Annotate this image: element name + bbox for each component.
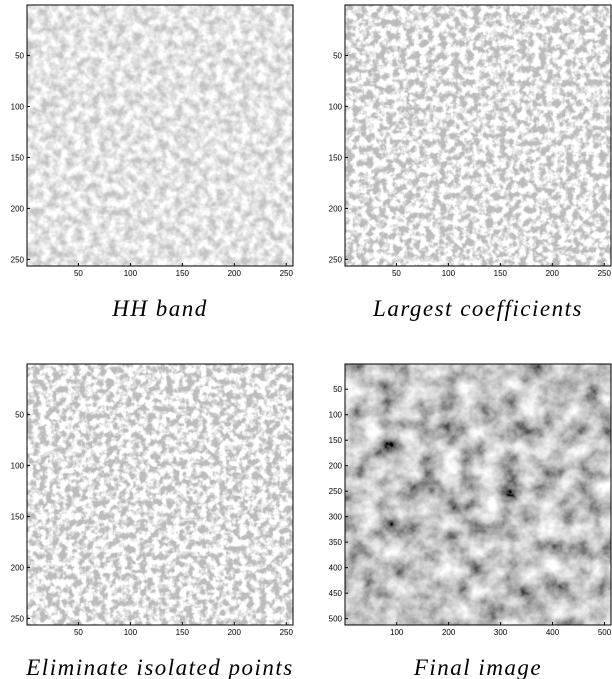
y-tick-label: 400	[329, 564, 343, 573]
x-tick-label: 300	[494, 628, 508, 637]
x-tick-label: 150	[494, 269, 508, 278]
caption: Eliminate isolated points	[25, 655, 294, 679]
y-tick-label: 50	[333, 51, 342, 60]
y-tick-label: 200	[11, 563, 25, 572]
y-tick-label: 150	[11, 512, 25, 521]
y-tick-label: 100	[11, 461, 25, 470]
x-tick-label: 100	[124, 628, 138, 637]
y-tick-label: 350	[329, 538, 343, 547]
x-tick-label: 50	[392, 269, 401, 278]
x-tick-label: 400	[546, 628, 560, 637]
x-tick-label: 100	[442, 269, 456, 278]
x-tick-label: 250	[280, 628, 294, 637]
x-tick-label: 250	[598, 269, 612, 278]
x-tick-label: 200	[228, 269, 242, 278]
y-tick-label: 250	[329, 255, 343, 264]
x-tick-label: 100	[124, 269, 138, 278]
x-tick-label: 250	[280, 269, 294, 278]
y-tick-label: 50	[15, 410, 24, 419]
y-tick-label: 200	[329, 462, 343, 471]
y-tick-label: 200	[11, 204, 25, 213]
y-tick-label: 150	[11, 153, 25, 162]
y-tick-label: 250	[11, 614, 25, 623]
image-texture	[345, 364, 611, 625]
x-tick-label: 200	[228, 628, 242, 637]
x-tick-label: 150	[176, 628, 190, 637]
y-tick-label: 250	[329, 487, 343, 496]
y-tick-label: 100	[329, 102, 343, 111]
x-tick-label: 100	[390, 628, 404, 637]
x-tick-label: 150	[176, 269, 190, 278]
panel: 50 100 150 200 250 50 100 150 200 250 Eliminate is…	[11, 363, 294, 679]
x-tick-label: 200	[546, 269, 560, 278]
y-tick-label: 200	[329, 204, 343, 213]
x-tick-label: 50	[74, 628, 83, 637]
panel: 50 100 150 200 250 50 100 150 200 250 Largest coef…	[329, 4, 612, 321]
x-tick-label: 500	[598, 628, 612, 637]
x-tick-label: 50	[74, 269, 83, 278]
y-tick-label: 150	[329, 153, 343, 162]
panel: 50 100 150 200 250 50 100 150 200 250 HH band	[11, 4, 294, 321]
caption: Final image	[413, 655, 542, 679]
y-tick-label: 100	[329, 411, 343, 420]
caption: HH band	[111, 296, 207, 321]
x-tick-label: 200	[442, 628, 456, 637]
panel: 100 200 300 400 500 50 100 150 200 250 300 350 400 45…	[329, 363, 612, 679]
y-tick-label: 50	[333, 385, 342, 394]
y-tick-label: 500	[329, 615, 343, 624]
axes-frame	[344, 363, 612, 626]
y-tick-label: 100	[11, 102, 25, 111]
caption: Largest coefficients	[372, 296, 583, 321]
axes-frame	[344, 4, 612, 267]
y-tick-label: 450	[329, 589, 343, 598]
y-tick-label: 300	[329, 513, 343, 522]
axes-frame	[26, 363, 294, 626]
y-tick-label: 50	[15, 51, 24, 60]
y-tick-label: 150	[329, 436, 343, 445]
image-texture	[27, 364, 293, 625]
image-texture	[27, 5, 293, 266]
image-texture	[345, 5, 611, 266]
axes-frame	[26, 4, 294, 267]
y-tick-label: 250	[11, 255, 25, 264]
